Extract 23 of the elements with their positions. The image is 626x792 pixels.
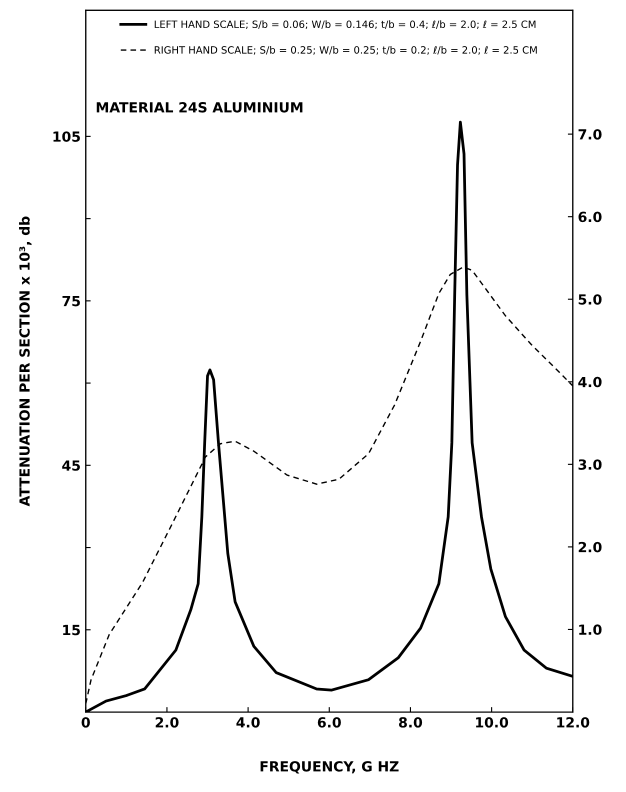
- y2-tick-label: 4.0: [578, 376, 602, 388]
- x-tick-label: 12.0: [557, 717, 590, 728]
- y2-tick-label: 2.0: [578, 542, 602, 552]
- y2-tick-label: 5.0: [578, 294, 602, 305]
- y-tick-label: 45: [62, 460, 80, 471]
- y2-tick-label: 7.0: [578, 129, 602, 140]
- y-axis-title: ATTENUATION PER SECTION x 10³, db: [19, 216, 32, 506]
- y2-tick-label: 6.0: [578, 212, 602, 222]
- x-tick-label: 6.0: [318, 717, 341, 728]
- annotation: MATERIAL 24S ALUMINIUM: [96, 102, 302, 113]
- legend-label: LEFT HAND SCALE; S/b = 0.06; W/b = 0.146; t/b = 0.4; ℓ/b = 2.0; ℓ = 2.5 CM: [154, 20, 536, 30]
- x-tick-label: 2.0: [156, 717, 179, 728]
- y-tick-label: 15: [63, 624, 80, 636]
- y-tick-label: 75: [62, 296, 80, 306]
- y-tick-label: 105: [53, 131, 80, 142]
- x-tick-label: 10.0: [476, 717, 508, 728]
- y2-tick-label: 3.0: [578, 459, 602, 470]
- x-tick-label: 8.0: [398, 717, 422, 728]
- x-tick-label: 4.0: [236, 717, 260, 728]
- legend-label: RIGHT HAND SCALE; S/b = 0.25; W/b = 0.25; t/b = 0.2; ℓ/b = 2.0; ℓ = 2.5 CM: [154, 46, 537, 55]
- x-axis-title: FREQUENCY, G HZ: [260, 761, 399, 774]
- x-tick-label: 0: [82, 717, 90, 728]
- y2-tick-label: 1.0: [579, 624, 602, 635]
